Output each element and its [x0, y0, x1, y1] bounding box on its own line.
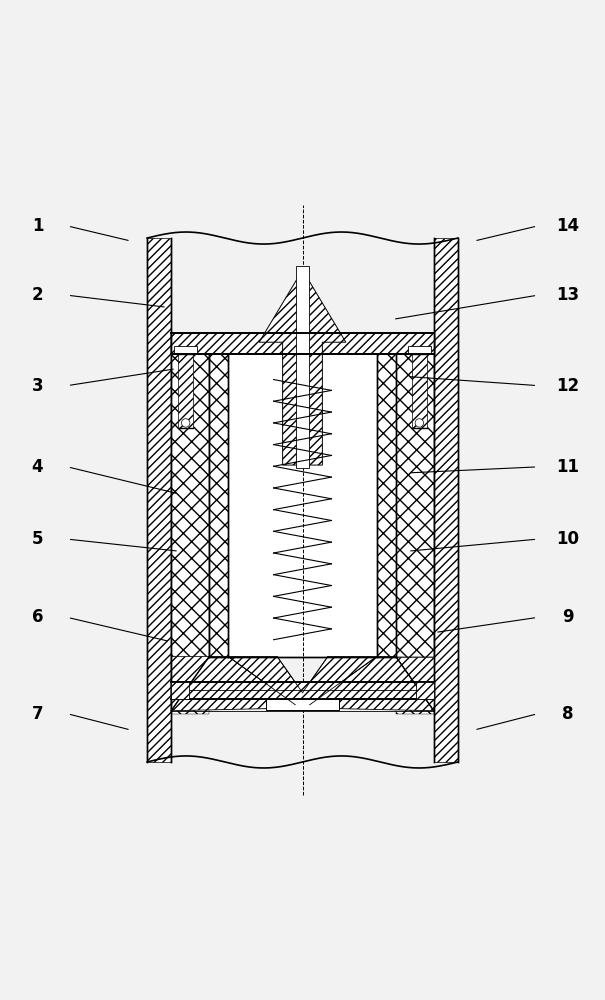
Polygon shape — [171, 657, 209, 711]
Bar — [147, 238, 171, 762]
Text: 4: 4 — [31, 458, 44, 476]
Text: 5: 5 — [32, 530, 44, 548]
Text: 13: 13 — [556, 286, 579, 304]
Bar — [376, 354, 396, 657]
Text: 6: 6 — [32, 608, 44, 626]
Bar — [209, 354, 229, 657]
Bar — [174, 346, 197, 354]
Text: 14: 14 — [556, 217, 579, 235]
Bar — [171, 682, 434, 699]
Circle shape — [415, 419, 423, 427]
Bar — [396, 333, 434, 657]
Text: 2: 2 — [31, 286, 44, 304]
Bar — [229, 354, 376, 657]
Circle shape — [182, 419, 190, 427]
Text: 11: 11 — [556, 458, 579, 476]
Bar — [266, 699, 339, 710]
Text: 7: 7 — [31, 705, 44, 723]
Text: 1: 1 — [32, 217, 44, 235]
Text: 12: 12 — [556, 377, 579, 395]
Bar — [416, 682, 434, 699]
Bar — [434, 238, 458, 762]
Bar — [396, 657, 434, 714]
Bar — [411, 354, 427, 428]
Polygon shape — [396, 657, 434, 711]
Text: 10: 10 — [556, 530, 579, 548]
Polygon shape — [302, 657, 376, 705]
Bar — [171, 657, 209, 714]
Polygon shape — [229, 657, 302, 705]
Bar — [408, 346, 431, 354]
Bar — [171, 682, 189, 699]
Text: 9: 9 — [561, 608, 574, 626]
Bar — [171, 333, 434, 354]
Bar — [171, 333, 209, 657]
Polygon shape — [302, 657, 434, 711]
Polygon shape — [171, 657, 302, 711]
Bar — [178, 354, 194, 428]
Text: 3: 3 — [31, 377, 44, 395]
Polygon shape — [259, 270, 346, 465]
Bar — [296, 266, 309, 468]
Text: 8: 8 — [561, 705, 573, 723]
